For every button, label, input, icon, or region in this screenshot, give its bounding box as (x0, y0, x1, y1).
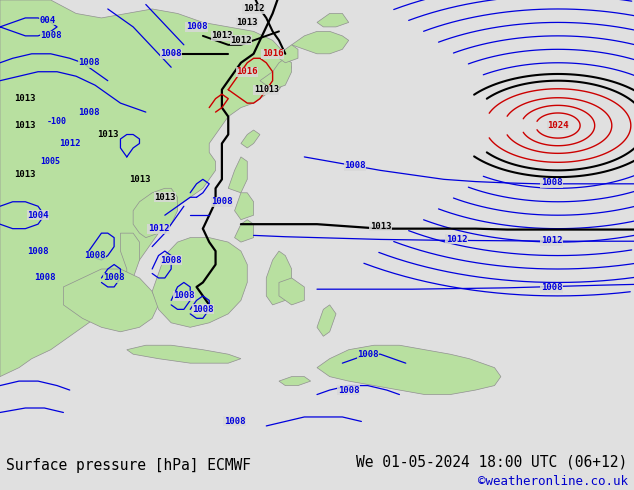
Text: 1012: 1012 (243, 4, 264, 13)
Text: 1024: 1024 (547, 121, 569, 130)
Text: 1012: 1012 (59, 139, 81, 148)
Text: 1008: 1008 (338, 386, 359, 394)
Text: 1016: 1016 (262, 49, 283, 58)
Text: 1008: 1008 (173, 292, 195, 300)
Text: 1008: 1008 (40, 31, 61, 40)
Polygon shape (266, 251, 292, 305)
Polygon shape (152, 238, 247, 327)
Text: 1016: 1016 (236, 67, 258, 76)
Text: 1008: 1008 (224, 417, 245, 426)
Text: We 01-05-2024 18:00 UTC (06+12): We 01-05-2024 18:00 UTC (06+12) (356, 454, 628, 469)
Text: 11013: 11013 (254, 85, 279, 94)
Text: 1008: 1008 (78, 108, 100, 117)
Text: 1012: 1012 (148, 224, 169, 233)
Text: 004: 004 (39, 16, 56, 24)
Text: 1013: 1013 (154, 193, 176, 202)
Text: 1012: 1012 (446, 235, 467, 244)
Text: 1004: 1004 (27, 211, 49, 220)
Polygon shape (0, 0, 292, 377)
Text: 1013: 1013 (370, 222, 391, 231)
Text: 1008: 1008 (192, 305, 214, 314)
Polygon shape (260, 58, 292, 90)
Text: 1008: 1008 (186, 23, 207, 31)
Text: 1008: 1008 (103, 273, 125, 282)
Text: 1013: 1013 (15, 121, 36, 130)
Text: Surface pressure [hPa] ECMWF: Surface pressure [hPa] ECMWF (6, 458, 251, 473)
Text: 1008: 1008 (541, 283, 562, 293)
Text: 1013: 1013 (211, 31, 233, 40)
Polygon shape (63, 269, 158, 332)
Text: 1008: 1008 (84, 251, 106, 260)
Text: 1008: 1008 (34, 273, 55, 282)
Polygon shape (317, 345, 501, 394)
Text: 1008: 1008 (160, 256, 182, 265)
Polygon shape (228, 157, 247, 193)
Text: 1013: 1013 (97, 130, 119, 139)
Polygon shape (241, 130, 260, 148)
Polygon shape (279, 278, 304, 305)
Text: 1008: 1008 (78, 58, 100, 67)
Polygon shape (235, 193, 254, 220)
Polygon shape (120, 233, 139, 287)
Polygon shape (317, 305, 336, 336)
Text: 1005: 1005 (41, 157, 61, 166)
Text: 1012: 1012 (541, 236, 562, 245)
Text: 1013: 1013 (15, 94, 36, 103)
Polygon shape (292, 31, 349, 54)
Text: 1013: 1013 (15, 171, 36, 179)
Text: 1008: 1008 (357, 350, 378, 359)
Text: 1008: 1008 (211, 197, 233, 206)
Polygon shape (279, 45, 298, 63)
Polygon shape (317, 13, 349, 27)
Polygon shape (235, 220, 254, 242)
Text: -100: -100 (47, 117, 67, 125)
Polygon shape (127, 345, 241, 363)
Text: 1013: 1013 (129, 175, 150, 184)
Polygon shape (133, 188, 178, 238)
Text: ©weatheronline.co.uk: ©weatheronline.co.uk (477, 475, 628, 488)
Text: 1012: 1012 (230, 36, 252, 45)
Text: 1008: 1008 (344, 161, 366, 171)
Text: 1008: 1008 (27, 246, 49, 256)
Text: 1013: 1013 (236, 18, 258, 27)
Polygon shape (279, 377, 311, 386)
Text: 1008: 1008 (160, 49, 182, 58)
Text: 1008: 1008 (541, 178, 562, 188)
